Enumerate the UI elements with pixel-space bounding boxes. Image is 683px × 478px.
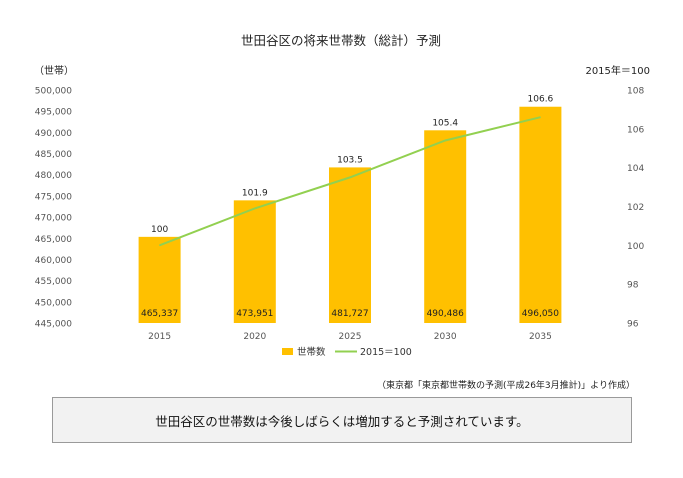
line-point — [254, 207, 256, 209]
bar — [138, 236, 181, 323]
legend-line-label: 2015＝100 — [360, 347, 412, 358]
bar-value-label: 496,050 — [522, 309, 559, 319]
line-value-label: 105.4 — [432, 118, 458, 128]
line-point — [349, 176, 351, 178]
bar-value-label: 481,727 — [331, 309, 368, 319]
line-value-label: 101.9 — [242, 188, 268, 198]
left-tick-label: 445,000 — [35, 320, 72, 330]
line-series: 100 101.9 103.5 105.4 106.6 — [151, 95, 554, 247]
left-tick-label: 500,000 — [35, 87, 72, 97]
left-tick-label: 480,000 — [35, 171, 72, 181]
legend-bar-label: 世帯数 — [297, 346, 326, 358]
left-tick-label: 495,000 — [35, 108, 72, 118]
bar — [424, 130, 467, 323]
x-tick-label: 2035 — [529, 332, 552, 342]
left-tick-label: 465,000 — [35, 235, 72, 245]
source-note: （東京都「東京都世帯数の予測(平成26年3月推計)」より作成） — [376, 381, 635, 391]
bar-value-label: 490,486 — [427, 309, 464, 319]
right-axis: 96 98 100 102 104 106 108 — [627, 87, 644, 330]
bar — [519, 106, 562, 323]
left-tick-label: 455,000 — [35, 277, 72, 287]
left-tick-label: 490,000 — [35, 129, 72, 139]
x-axis: 2015 2020 2025 2030 2035 — [148, 332, 552, 342]
chart-title: 世田谷区の将来世帯数（総計）予測 — [241, 33, 441, 48]
line-value-label: 106.6 — [528, 95, 554, 105]
line-point — [539, 116, 541, 118]
summary-box: 世田谷区の世帯数は今後しばらくは増加すると予測されています。 — [52, 397, 632, 443]
legend-bar-swatch — [282, 348, 293, 355]
right-tick-label: 104 — [627, 164, 644, 174]
left-tick-label: 485,000 — [35, 150, 72, 160]
x-tick-label: 2025 — [339, 332, 362, 342]
right-tick-label: 106 — [627, 125, 644, 135]
right-axis-label: 2015年＝100 — [585, 64, 650, 77]
line-value-label: 103.5 — [337, 155, 363, 165]
right-tick-label: 100 — [627, 242, 644, 252]
line-point — [159, 244, 161, 246]
left-axis-label: （世帯） — [34, 64, 74, 77]
x-tick-label: 2020 — [243, 332, 266, 342]
left-tick-label: 460,000 — [35, 256, 72, 266]
x-tick-label: 2015 — [148, 332, 171, 342]
summary-text: 世田谷区の世帯数は今後しばらくは増加すると予測されています。 — [155, 413, 529, 429]
left-tick-label: 470,000 — [35, 214, 72, 224]
bar — [233, 200, 276, 323]
right-tick-label: 102 — [627, 203, 644, 213]
right-tick-label: 98 — [627, 281, 639, 291]
bar-series: 465,337 473,951 481,727 490,486 496,050 — [138, 106, 562, 323]
line-point — [444, 139, 446, 141]
left-tick-label: 475,000 — [35, 192, 72, 202]
bar — [329, 167, 371, 323]
x-tick-label: 2030 — [434, 332, 457, 342]
bar-value-label: 465,337 — [141, 309, 178, 319]
right-tick-label: 96 — [627, 320, 639, 330]
left-tick-label: 450,000 — [35, 298, 72, 308]
legend: 世帯数 2015＝100 — [282, 346, 412, 358]
right-tick-label: 108 — [627, 87, 644, 97]
bar-value-label: 473,951 — [236, 309, 273, 319]
left-axis: 445,000 450,000 455,000 460,000 465,000 470,0… — [35, 87, 72, 330]
chart: 世田谷区の将来世帯数（総計）予測 （世帯） 2015年＝100 445,0004… — [34, 33, 650, 358]
line-value-label: 100 — [151, 225, 168, 235]
